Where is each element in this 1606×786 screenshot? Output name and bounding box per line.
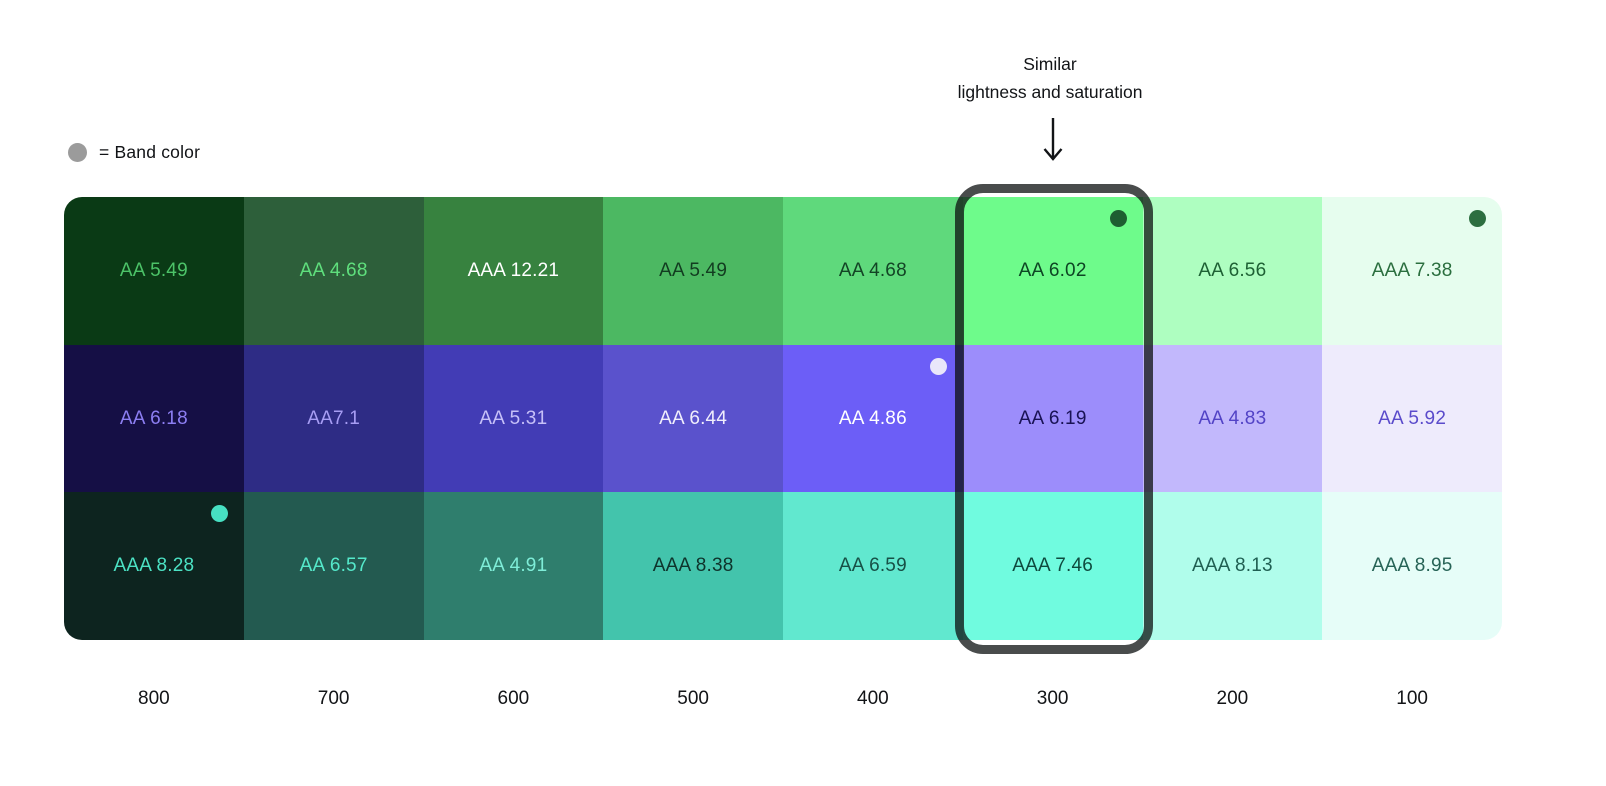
swatch-violet-700[interactable]: AA7.1 xyxy=(243,344,424,493)
swatch-violet-500[interactable]: AA 6.44 xyxy=(603,344,783,493)
contrast-label: AAA 8.28 xyxy=(113,555,195,577)
swatch-teal-500[interactable]: AAA 8.38 xyxy=(603,492,783,640)
band-color-dot-icon xyxy=(68,143,87,162)
contrast-label: AA 4.86 xyxy=(838,407,907,429)
swatch-green-800[interactable]: AA 5.49 xyxy=(64,197,244,345)
column-label-100: 100 xyxy=(1396,688,1428,709)
swatch-violet-600[interactable]: AA 5.31 xyxy=(423,344,604,493)
swatch-green-500[interactable]: AA 5.49 xyxy=(603,197,783,345)
legend-label: = Band color xyxy=(99,142,201,162)
contrast-label: AA7.1 xyxy=(307,407,360,429)
similar-lightness-annotation: Similar lightness and saturation xyxy=(850,50,1250,106)
contrast-label: AA 4.68 xyxy=(299,259,368,281)
column-label-800: 800 xyxy=(138,688,170,709)
swatch-violet-400[interactable]: AA 4.86 xyxy=(783,344,963,493)
column-label-500: 500 xyxy=(677,688,709,709)
band-color-dot-icon xyxy=(210,505,228,523)
band-color-dot-icon xyxy=(1469,210,1486,227)
annotation-line-1: Similar xyxy=(1023,54,1077,74)
contrast-label: AA 6.44 xyxy=(659,407,728,429)
swatch-green-600[interactable]: AAA 12.21 xyxy=(423,197,604,345)
annotation-line-2: lightness and saturation xyxy=(957,82,1143,102)
column-label-200: 200 xyxy=(1216,688,1249,709)
swatch-teal-200[interactable]: AAA 8.13 xyxy=(1142,492,1323,640)
band-color-dot-icon xyxy=(1109,210,1127,227)
contrast-label: AAA 7.46 xyxy=(1012,555,1094,577)
swatch-violet-300[interactable]: AA 6.19 xyxy=(962,344,1143,493)
band-color-legend: = Band color xyxy=(68,142,200,163)
band-row-green: AA 5.49 AA 4.68 AAA 12.21 AA 5.49 AA 4.68 AA … xyxy=(64,197,1502,345)
contrast-label: AAA 8.13 xyxy=(1191,555,1273,577)
column-label-400: 400 xyxy=(857,688,889,709)
swatch-violet-800[interactable]: AA 6.18 xyxy=(64,344,244,493)
contrast-label: AAA 12.21 xyxy=(467,259,560,281)
swatch-green-400[interactable]: AA 4.68 xyxy=(783,197,963,345)
band-color-dot-icon xyxy=(929,357,947,375)
swatch-violet-200[interactable]: AA 4.83 xyxy=(1142,344,1323,493)
contrast-label: AA 4.83 xyxy=(1198,407,1267,429)
swatch-teal-300[interactable]: AAA 7.46 xyxy=(962,492,1143,640)
swatch-teal-400[interactable]: AA 6.59 xyxy=(783,492,963,640)
color-band-grid: AA 5.49 AA 4.68 AAA 12.21 AA 5.49 AA 4.68 AA … xyxy=(64,197,1502,640)
contrast-label: AA 5.49 xyxy=(659,259,728,281)
down-arrow-icon xyxy=(1038,116,1068,164)
swatch-teal-600[interactable]: AA 4.91 xyxy=(423,492,604,640)
contrast-label: AAA 7.38 xyxy=(1371,259,1453,281)
contrast-label: AA 6.02 xyxy=(1018,259,1087,281)
column-label-600: 600 xyxy=(497,688,530,709)
swatch-green-300[interactable]: AA 6.02 xyxy=(962,197,1143,345)
swatch-violet-100[interactable]: AA 5.92 xyxy=(1322,344,1502,493)
swatch-teal-700[interactable]: AA 6.57 xyxy=(243,492,424,640)
contrast-label: AA 6.59 xyxy=(838,555,907,577)
column-labels: 800 700 600 500 400 300 200 100 xyxy=(64,688,1502,710)
band-row-teal: AAA 8.28 AA 6.57 AA 4.91 AAA 8.38 AA 6.59 AAA… xyxy=(64,492,1502,640)
column-label-700: 700 xyxy=(317,688,350,709)
contrast-label: AAA 8.38 xyxy=(652,555,734,577)
contrast-label: AA 4.68 xyxy=(838,259,907,281)
contrast-label: AA 6.18 xyxy=(119,407,188,429)
band-row-violet: AA 6.18 AA7.1 AA 5.31 AA 6.44 AA 4.86 AA 6.19… xyxy=(64,344,1502,493)
contrast-label: AA 5.31 xyxy=(479,407,548,429)
contrast-label: AA 5.92 xyxy=(1378,407,1447,429)
swatch-green-200[interactable]: AA 6.56 xyxy=(1142,197,1323,345)
swatch-green-100[interactable]: AAA 7.38 xyxy=(1322,197,1502,345)
swatch-teal-100[interactable]: AAA 8.95 xyxy=(1322,492,1502,640)
swatch-green-700[interactable]: AA 4.68 xyxy=(243,197,424,345)
contrast-label: AA 6.57 xyxy=(299,555,368,577)
column-label-300: 300 xyxy=(1036,688,1069,709)
contrast-label: AA 6.19 xyxy=(1018,407,1087,429)
contrast-label: AA 4.91 xyxy=(479,555,548,577)
contrast-label: AAA 8.95 xyxy=(1371,555,1453,577)
swatch-teal-800[interactable]: AAA 8.28 xyxy=(64,492,244,640)
contrast-label: AA 5.49 xyxy=(119,259,188,281)
contrast-label: AA 6.56 xyxy=(1198,259,1267,281)
